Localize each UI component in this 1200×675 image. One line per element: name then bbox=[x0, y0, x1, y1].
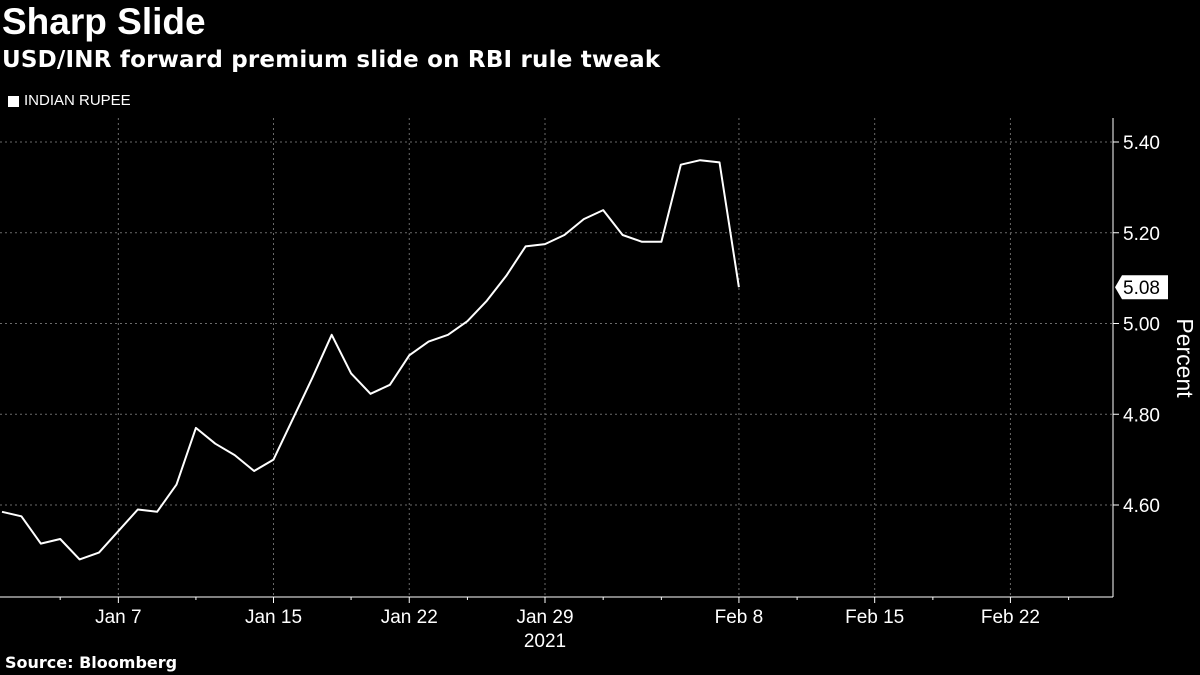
x-tick-label: Jan 22 bbox=[381, 607, 438, 628]
x-tick-label: Jan 15 bbox=[245, 607, 302, 628]
y-axis-ticks: 4.60 4.80 5.00 5.20 5.40 bbox=[1113, 133, 1160, 517]
y-tick-label: 4.60 bbox=[1123, 496, 1160, 517]
x-tick-label: Jan 29 bbox=[516, 607, 573, 628]
last-value-label: 5.08 bbox=[1123, 278, 1160, 299]
y-tick-label: 5.00 bbox=[1123, 315, 1160, 336]
chart-subtitle: USD/INR forward premium slide on RBI rul… bbox=[2, 47, 661, 73]
y-tick-label: 4.80 bbox=[1123, 405, 1160, 426]
last-value-box bbox=[1115, 275, 1168, 300]
x-axis-ticks: Jan 7 Jan 15 Jan 22 Jan 29 Feb 8 Feb 15 Feb 22 bbox=[59, 597, 1070, 628]
axes bbox=[0, 118, 1114, 598]
x-tick-label: Feb 8 bbox=[715, 607, 764, 628]
chart-title: Sharp Slide bbox=[2, 1, 206, 42]
x-tick-label: Feb 22 bbox=[981, 607, 1040, 628]
x-tick-label: Feb 15 bbox=[845, 607, 904, 628]
legend-swatch bbox=[8, 95, 19, 107]
series-group bbox=[1, 159, 740, 561]
last-value-group: 5.08 bbox=[1115, 275, 1168, 300]
source-note: Source: Bloomberg bbox=[5, 653, 178, 672]
series-line-indian-rupee bbox=[1, 159, 740, 561]
x-axis-year-label: 2021 bbox=[524, 631, 566, 652]
y-tick-label: 5.20 bbox=[1123, 224, 1160, 245]
x-tick-label: Jan 7 bbox=[95, 607, 141, 628]
y-tick-label: 5.40 bbox=[1123, 133, 1160, 154]
legend-label: INDIAN RUPEE bbox=[24, 92, 131, 109]
legend: INDIAN RUPEE bbox=[8, 92, 131, 110]
grid-lines bbox=[0, 118, 1113, 597]
y-axis-label: Percent bbox=[1172, 318, 1198, 398]
